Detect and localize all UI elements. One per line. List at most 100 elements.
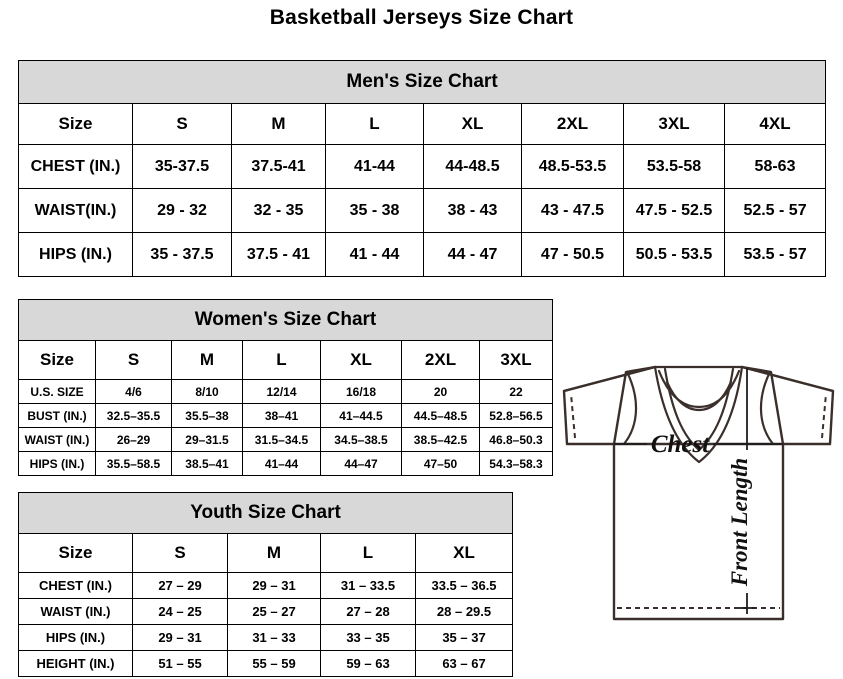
womens-waist-xl: 34.5–38.5 (320, 427, 402, 452)
womens-hips-xl: 44–47 (320, 451, 402, 476)
mens-row-label-chest: CHEST (IN.) (18, 144, 133, 189)
womens-header-3xl: 3XL (479, 340, 553, 380)
youth-row-label-height: HEIGHT (IN.) (18, 650, 133, 677)
mens-hips-3xl: 50.5 - 53.5 (623, 232, 725, 277)
youth-header-l: L (320, 533, 416, 573)
womens-us-size-s: 4/6 (95, 379, 172, 404)
womens-waist-s: 26–29 (95, 427, 172, 452)
youth-header-row: Size S M L XL (18, 533, 514, 573)
womens-header-row: Size S M L XL 2XL 3XL (18, 340, 553, 380)
youth-chest-xl: 33.5 – 36.5 (414, 572, 514, 599)
womens-header-2xl: 2XL (401, 340, 480, 380)
womens-bust-2xl: 44.5–48.5 (401, 403, 480, 428)
womens-row-label-bust: BUST (IN.) (18, 403, 96, 428)
womens-us-size-m: 8/10 (171, 379, 243, 404)
jersey-collar-band-lower (665, 380, 733, 412)
mens-hips-m: 37.5 - 41 (231, 232, 326, 277)
mens-header-m: M (231, 103, 326, 145)
youth-height-m: 55 – 59 (227, 650, 321, 677)
womens-hips-l: 41–44 (242, 451, 321, 476)
womens-us-size-2xl: 20 (401, 379, 480, 404)
womens-bust-xl: 41–44.5 (320, 403, 402, 428)
womens-waist-3xl: 46.8–50.3 (479, 427, 553, 452)
mens-band-title: Men's Size Chart (17, 60, 827, 104)
womens-bust-s: 32.5–35.5 (95, 403, 172, 428)
youth-row-label-waist: WAIST (IN.) (18, 598, 133, 625)
table-row: WAIST (IN.) 26–29 29–31.5 31.5–34.5 34.5… (18, 427, 553, 452)
front-length-measure-label: Front Length (727, 458, 752, 587)
womens-hips-2xl: 47–50 (401, 451, 480, 476)
mens-chest-m: 37.5-41 (231, 144, 326, 189)
womens-us-size-xl: 16/18 (320, 379, 402, 404)
womens-waist-l: 31.5–34.5 (242, 427, 321, 452)
mens-row-label-hips: HIPS (IN.) (18, 232, 133, 277)
jersey-left-shoulder-seam (562, 365, 657, 393)
jersey-right-armhole-seam (759, 370, 775, 446)
mens-waist-l: 35 - 38 (325, 188, 424, 233)
mens-waist-4xl: 52.5 - 57 (723, 188, 827, 233)
mens-size-chart-table: Men's Size Chart Size S M L XL 2XL 3XL 4… (17, 60, 827, 277)
womens-hips-3xl: 54.3–58.3 (479, 451, 553, 476)
jersey-left-armhole-seam (622, 370, 638, 446)
mens-chest-2xl: 48.5-53.5 (521, 144, 624, 189)
youth-waist-l: 27 – 28 (320, 598, 416, 625)
jersey-body-shape (612, 442, 785, 621)
mens-hips-2xl: 47 - 50.5 (521, 232, 624, 277)
youth-row-label-chest: CHEST (IN.) (18, 572, 133, 599)
youth-hips-s: 29 – 31 (132, 624, 228, 651)
womens-hips-s: 35.5–58.5 (95, 451, 172, 476)
mens-header-size: Size (18, 103, 133, 145)
womens-header-size: Size (18, 340, 96, 380)
table-row: HIPS (IN.) 35.5–58.5 38.5–41 41–44 44–47… (18, 451, 553, 476)
youth-chest-l: 31 – 33.5 (320, 572, 416, 599)
table-row: U.S. SIZE 4/6 8/10 12/14 16/18 20 22 (18, 379, 553, 404)
mens-hips-4xl: 53.5 - 57 (723, 232, 827, 277)
womens-waist-2xl: 38.5–42.5 (401, 427, 480, 452)
womens-bust-m: 35.5–38 (171, 403, 243, 428)
table-row: HEIGHT (IN.) 51 – 55 55 – 59 59 – 63 63 … (18, 650, 514, 677)
youth-waist-m: 25 – 27 (227, 598, 321, 625)
youth-chest-s: 27 – 29 (132, 572, 228, 599)
jersey-vneck-inner (663, 367, 735, 452)
mens-band-row: Men's Size Chart (17, 60, 827, 104)
womens-waist-m: 29–31.5 (171, 427, 243, 452)
womens-row-label-waist: WAIST (IN.) (18, 427, 96, 452)
youth-header-m: M (227, 533, 321, 573)
womens-size-chart-table: Women's Size Chart Size S M L XL 2XL 3XL… (18, 299, 553, 476)
table-row: HIPS (IN.) 35 - 37.5 37.5 - 41 41 - 44 4… (18, 232, 827, 277)
youth-chest-m: 29 – 31 (227, 572, 321, 599)
youth-row-label-hips: HIPS (IN.) (18, 624, 133, 651)
page-title: Basketball Jerseys Size Chart (269, 6, 574, 29)
chest-measure-label: Chest (651, 431, 710, 458)
mens-chest-4xl: 58-63 (723, 144, 827, 189)
womens-us-size-3xl: 22 (479, 379, 553, 404)
mens-hips-xl: 44 - 47 (423, 232, 522, 277)
mens-header-3xl: 3XL (623, 103, 725, 145)
womens-header-s: S (95, 340, 172, 380)
jersey-measurement-diagram: Chest Front Length (523, 338, 843, 638)
womens-row-label-us-size: U.S. SIZE (18, 379, 96, 404)
jersey-right-sleeve-stitch (821, 393, 827, 439)
mens-header-s: S (132, 103, 232, 145)
youth-hips-m: 31 – 33 (227, 624, 321, 651)
youth-height-l: 59 – 63 (320, 650, 416, 677)
jersey-collar-band-upper (657, 369, 741, 409)
mens-hips-s: 35 - 37.5 (132, 232, 232, 277)
womens-header-xl: XL (320, 340, 402, 380)
youth-header-xl: XL (414, 533, 514, 573)
youth-size-chart-table: Youth Size Chart Size S M L XL CHEST (IN… (17, 492, 514, 677)
youth-band-title: Youth Size Chart (17, 492, 514, 534)
womens-band-title: Women's Size Chart (18, 299, 553, 341)
table-row: WAIST (IN.) 24 – 25 25 – 27 27 – 28 28 –… (18, 598, 514, 625)
mens-header-l: L (325, 103, 424, 145)
youth-height-s: 51 – 55 (132, 650, 228, 677)
table-row: BUST (IN.) 32.5–35.5 35.5–38 38–41 41–44… (18, 403, 553, 428)
jersey-left-sleeve-stitch (570, 393, 576, 439)
table-row: WAIST(IN.) 29 - 32 32 - 35 35 - 38 38 - … (18, 188, 827, 233)
youth-band-row: Youth Size Chart (17, 492, 514, 534)
mens-waist-3xl: 47.5 - 52.5 (623, 188, 725, 233)
womens-bust-l: 38–41 (242, 403, 321, 428)
womens-header-l: L (242, 340, 321, 380)
mens-header-2xl: 2XL (521, 103, 624, 145)
mens-hips-l: 41 - 44 (325, 232, 424, 277)
